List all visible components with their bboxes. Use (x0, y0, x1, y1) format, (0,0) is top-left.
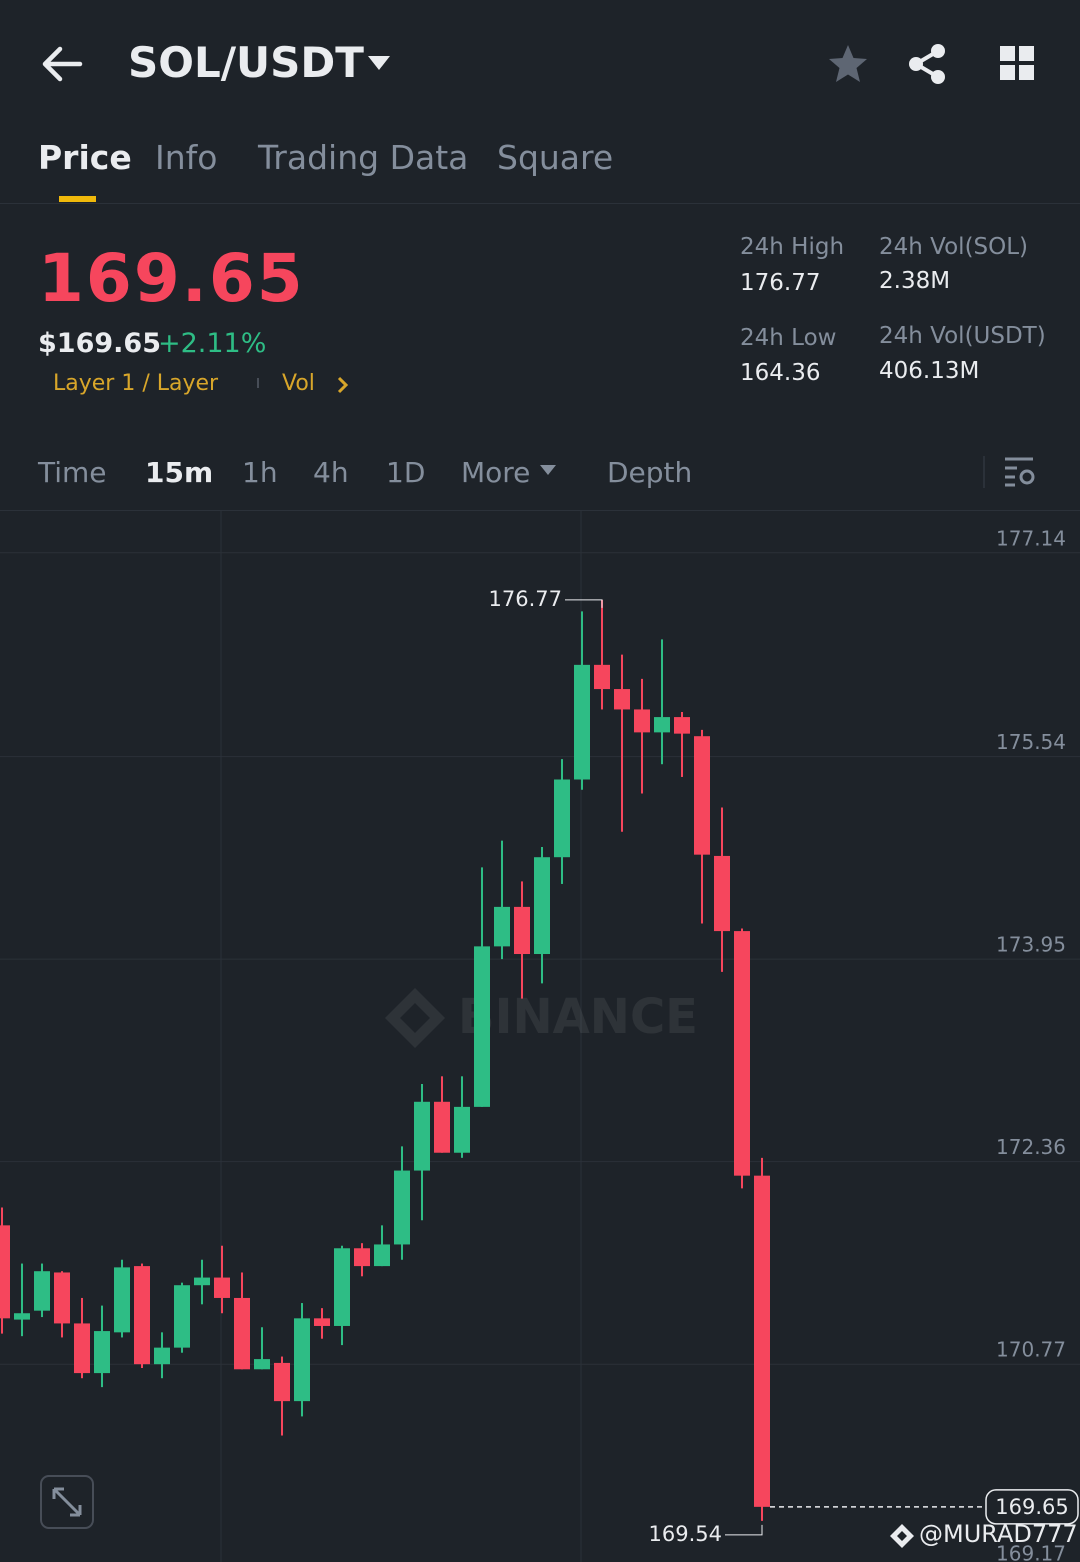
back-button[interactable] (40, 44, 84, 84)
stat-label: 24h Low (740, 325, 837, 351)
y-tick-label: 172.36 (996, 1135, 1066, 1159)
candle-body (414, 1101, 430, 1171)
y-tick-label: 173.95 (996, 933, 1066, 957)
candle-body (554, 779, 570, 858)
candle-body (34, 1271, 50, 1311)
max-marker-label: 176.77 (489, 587, 562, 611)
favorite-button[interactable] (826, 42, 870, 86)
usd-price: $169.65 (38, 328, 161, 359)
candle-body (334, 1248, 350, 1326)
last-price: 169.65 (38, 240, 305, 317)
candle-body (174, 1285, 190, 1348)
min-marker-label: 169.54 (649, 1522, 722, 1546)
tab[interactable]: Info (155, 138, 218, 177)
min-marker-line (725, 1524, 763, 1536)
tab[interactable]: Price (38, 138, 132, 177)
candle-body (514, 906, 530, 955)
candlestick-chart: BINANCE 177.14 175.54 173.95 172.36 170.77 16… (0, 511, 1080, 1562)
candle-body (0, 1225, 10, 1319)
candle-body (314, 1318, 330, 1326)
tab-indicator (59, 196, 96, 202)
stat-value: 164.36 (740, 360, 821, 386)
fullscreen-button[interactable] (40, 1475, 94, 1529)
price-change: +2.11% (158, 328, 267, 359)
y-tick-label: 169.17 (996, 1542, 1066, 1562)
interval[interactable]: 15m (145, 456, 214, 489)
candle-body (134, 1266, 150, 1365)
candle-body (614, 689, 630, 710)
separator (257, 378, 259, 388)
last-price-label: 169.65 (995, 1495, 1068, 1519)
chevron (337, 376, 349, 394)
pair-dropdown[interactable] (366, 54, 392, 72)
candle-body (14, 1313, 30, 1320)
tab[interactable]: Trading Data (258, 138, 469, 177)
watermark-text: BINANCE (458, 989, 698, 1045)
stat-label: 24h High (740, 234, 845, 260)
candle-body (394, 1170, 410, 1245)
y-tick-label: 177.14 (996, 526, 1066, 550)
separator (983, 456, 985, 488)
y-tick-label: 170.77 (996, 1338, 1066, 1362)
candle-body (694, 736, 710, 855)
interval[interactable]: More (461, 456, 531, 489)
max-marker-line (565, 599, 603, 608)
candle-body (634, 709, 650, 733)
candle-body (754, 1175, 770, 1507)
credit: @MURAD777 (919, 1520, 1078, 1548)
candle-body (594, 664, 610, 690)
layout-button[interactable] (998, 44, 1036, 82)
candle-body (474, 946, 490, 1107)
stat-label: 24h Vol(USDT) (879, 323, 1046, 349)
candle-body (674, 717, 690, 734)
last-price-tag (985, 1489, 1079, 1525)
y-tick-label: 175.54 (996, 730, 1066, 754)
tab[interactable]: Square (497, 138, 614, 177)
interval[interactable]: 1D (386, 456, 426, 489)
candle-body (254, 1359, 270, 1370)
candle-body (454, 1106, 470, 1153)
divider (0, 510, 1080, 511)
stat-value: 406.13M (879, 358, 980, 384)
interval[interactable]: 1h (242, 456, 278, 489)
stat-value: 2.38M (879, 268, 951, 294)
candle-body (154, 1347, 170, 1365)
footer-logo (890, 1524, 914, 1548)
interval[interactable]: Depth (607, 456, 693, 489)
candle-body (54, 1272, 70, 1324)
candle-body (574, 664, 590, 780)
candle-body (114, 1267, 130, 1333)
candle-body (534, 857, 550, 955)
candle-body (214, 1277, 230, 1298)
sector-tag[interactable]: Layer 1 / Layer (53, 371, 219, 396)
stat-value: 176.77 (740, 270, 821, 296)
candle-body (274, 1362, 290, 1402)
vol-link[interactable]: Vol (282, 371, 315, 396)
interval[interactable]: 4h (313, 456, 349, 489)
dropdown-caret (540, 465, 556, 475)
candle-body (734, 931, 750, 1176)
candle-body (194, 1277, 210, 1286)
candle-body (354, 1248, 370, 1267)
candle-body (234, 1297, 250, 1370)
candle-body (74, 1323, 90, 1374)
candle-body (434, 1101, 450, 1153)
candle-body (494, 906, 510, 947)
candle-body (94, 1331, 110, 1374)
interval[interactable]: Time (38, 456, 107, 489)
watermark: BINANCE (385, 988, 698, 1048)
candle-body (654, 717, 670, 733)
candle-body (374, 1244, 390, 1267)
chart-settings[interactable] (1003, 456, 1037, 488)
share-button[interactable] (906, 42, 950, 86)
pair-title[interactable]: SOL/USDT (128, 38, 364, 87)
divider (0, 203, 1080, 204)
candle-body (714, 855, 730, 932)
candle-body (294, 1318, 310, 1402)
stat-label: 24h Vol(SOL) (879, 234, 1029, 260)
